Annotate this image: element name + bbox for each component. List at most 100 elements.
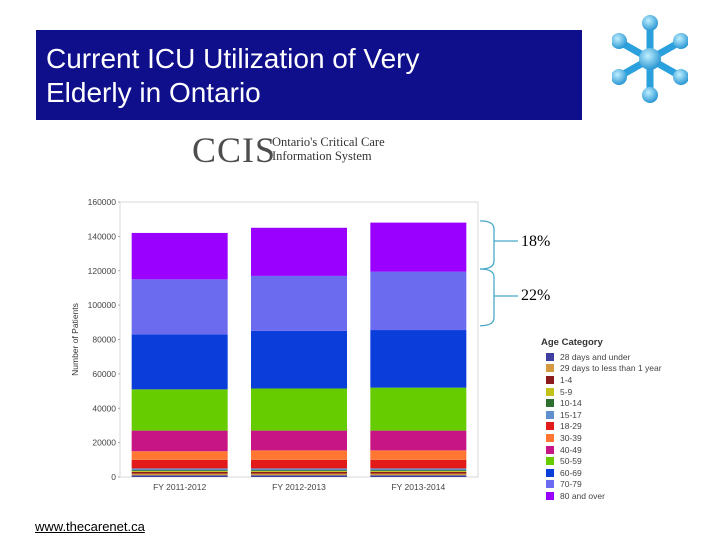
legend-item: 60-69	[541, 467, 691, 479]
legend-swatch	[546, 399, 554, 408]
bar-segment-0-0	[131, 475, 228, 477]
bar-segment-0-10	[131, 334, 228, 390]
legend-label: 15-17	[560, 409, 582, 420]
bar-segment-2-12	[370, 222, 467, 272]
legend-item: 29 days to less than 1 year	[541, 363, 691, 375]
bar-segment-0-3	[131, 470, 228, 472]
legend-item: 5-9	[541, 386, 691, 398]
title-box: Current ICU Utilization of Very Elderly …	[36, 30, 582, 120]
legend-label: 50-59	[560, 456, 582, 467]
legend-item: 10-14	[541, 397, 691, 409]
bar-segment-1-0	[251, 475, 347, 477]
legend-label: 60-69	[560, 467, 582, 478]
legend-label: 1-4	[560, 374, 573, 385]
bar-segment-1-3	[251, 470, 347, 472]
legend-label: 29 days to less than 1 year	[560, 363, 662, 374]
bracket-lower	[479, 268, 495, 327]
legend-swatch	[546, 480, 554, 489]
legend-label: 10-14	[560, 398, 582, 409]
legend-swatch	[546, 491, 554, 500]
bar-segment-1-1	[251, 473, 347, 476]
ccis-subtitle-line2: Information System	[272, 149, 372, 163]
legend-item: 18-29	[541, 421, 691, 433]
legend-item: 28 days and under	[541, 351, 691, 363]
x-tick-label-0: FY 2011-2012	[153, 482, 206, 492]
bracket-upper	[479, 220, 495, 270]
legend-item: 70-79	[541, 479, 691, 491]
bar-segment-2-2	[370, 471, 467, 474]
bar-segment-2-8	[370, 430, 467, 451]
slide-title-line1: Current ICU Utilization of Very	[46, 43, 420, 74]
bar-segment-2-1	[370, 473, 467, 476]
legend-label: 28 days and under	[560, 351, 631, 362]
legend-swatch	[546, 445, 554, 454]
bar-segment-2-9	[370, 387, 467, 431]
ccis-logo-text: CCIS	[192, 130, 277, 170]
legend-swatch	[546, 375, 554, 384]
bar-segment-1-10	[251, 330, 347, 389]
bar-segment-2-11	[370, 271, 467, 331]
bar-segment-0-4	[131, 470, 228, 471]
y-axis-label: Number of Patients	[70, 303, 80, 376]
bar-segment-1-9	[251, 388, 347, 431]
y-tick-label-3: 60000	[92, 369, 116, 379]
bar-segment-2-4	[370, 470, 467, 471]
bar-segment-1-8	[251, 430, 347, 451]
bar-segment-1-7	[251, 450, 347, 460]
legend-label: 18-29	[560, 421, 582, 432]
y-tick-label-6: 120000	[88, 266, 117, 276]
bar-segment-0-9	[131, 389, 228, 431]
bar-segment-2-7	[370, 450, 467, 460]
slide-title-line2: Elderly in Ontario	[46, 77, 261, 108]
bar-segment-0-11	[131, 279, 228, 335]
snowflake-logo-icon	[612, 15, 688, 103]
bar-segment-0-5	[131, 468, 228, 471]
legend-item: 30-39	[541, 432, 691, 444]
legend-label: 30-39	[560, 432, 582, 443]
legend-swatch	[546, 422, 554, 431]
bar-segment-0-7	[131, 451, 228, 460]
bar-segment-2-0	[370, 475, 467, 477]
chart-legend: Age Category 28 days and under 29 days to…	[541, 336, 691, 502]
legend-item: 15-17	[541, 409, 691, 421]
annotation-18-percent: 18%	[521, 233, 551, 250]
bar-segment-1-5	[251, 468, 347, 471]
legend-swatch	[546, 468, 554, 477]
bar-segment-0-6	[131, 459, 228, 469]
legend-label: 40-49	[560, 444, 582, 455]
y-tick-label-8: 160000	[88, 197, 117, 207]
legend-item: 80 and over	[541, 490, 691, 502]
legend-swatch	[546, 387, 554, 396]
x-tick-label-1: FY 2012-2013	[272, 482, 326, 492]
legend-item: 1-4	[541, 374, 691, 386]
legend-label: 70-79	[560, 479, 582, 490]
bar-segment-0-12	[131, 232, 228, 280]
legend-title: Age Category	[541, 337, 603, 348]
legend-swatch	[546, 352, 554, 361]
ccis-subtitle-line1: Ontario's Critical Care	[272, 135, 385, 149]
legend-item: 40-49	[541, 444, 691, 456]
bar-segment-0-8	[131, 430, 228, 452]
bar-segment-2-10	[370, 330, 467, 388]
annotation-22-percent: 22%	[521, 287, 551, 304]
bar-segment-1-2	[251, 471, 347, 474]
footer-url[interactable]: www.thecarenet.ca	[35, 519, 145, 534]
bar-segment-2-6	[370, 459, 467, 469]
y-tick-label-1: 20000	[92, 438, 116, 448]
bar-segment-1-11	[251, 275, 347, 331]
legend-swatch	[546, 433, 554, 442]
legend-item: 50-59	[541, 455, 691, 467]
legend-label: 5-9	[560, 386, 573, 397]
legend-swatch	[546, 410, 554, 419]
bar-segment-2-3	[370, 470, 467, 472]
legend-swatch	[546, 364, 554, 373]
bar-segment-0-1	[131, 473, 228, 476]
ccis-logo: CCIS Ontario's Critical Care Information…	[192, 130, 412, 170]
bar-segment-2-5	[370, 468, 467, 471]
y-tick-label-0: 0	[111, 472, 116, 482]
legend-swatch	[546, 457, 554, 466]
bar-segment-1-12	[251, 227, 347, 276]
y-tick-label-7: 140000	[88, 231, 117, 241]
y-tick-label-2: 40000	[92, 403, 116, 413]
